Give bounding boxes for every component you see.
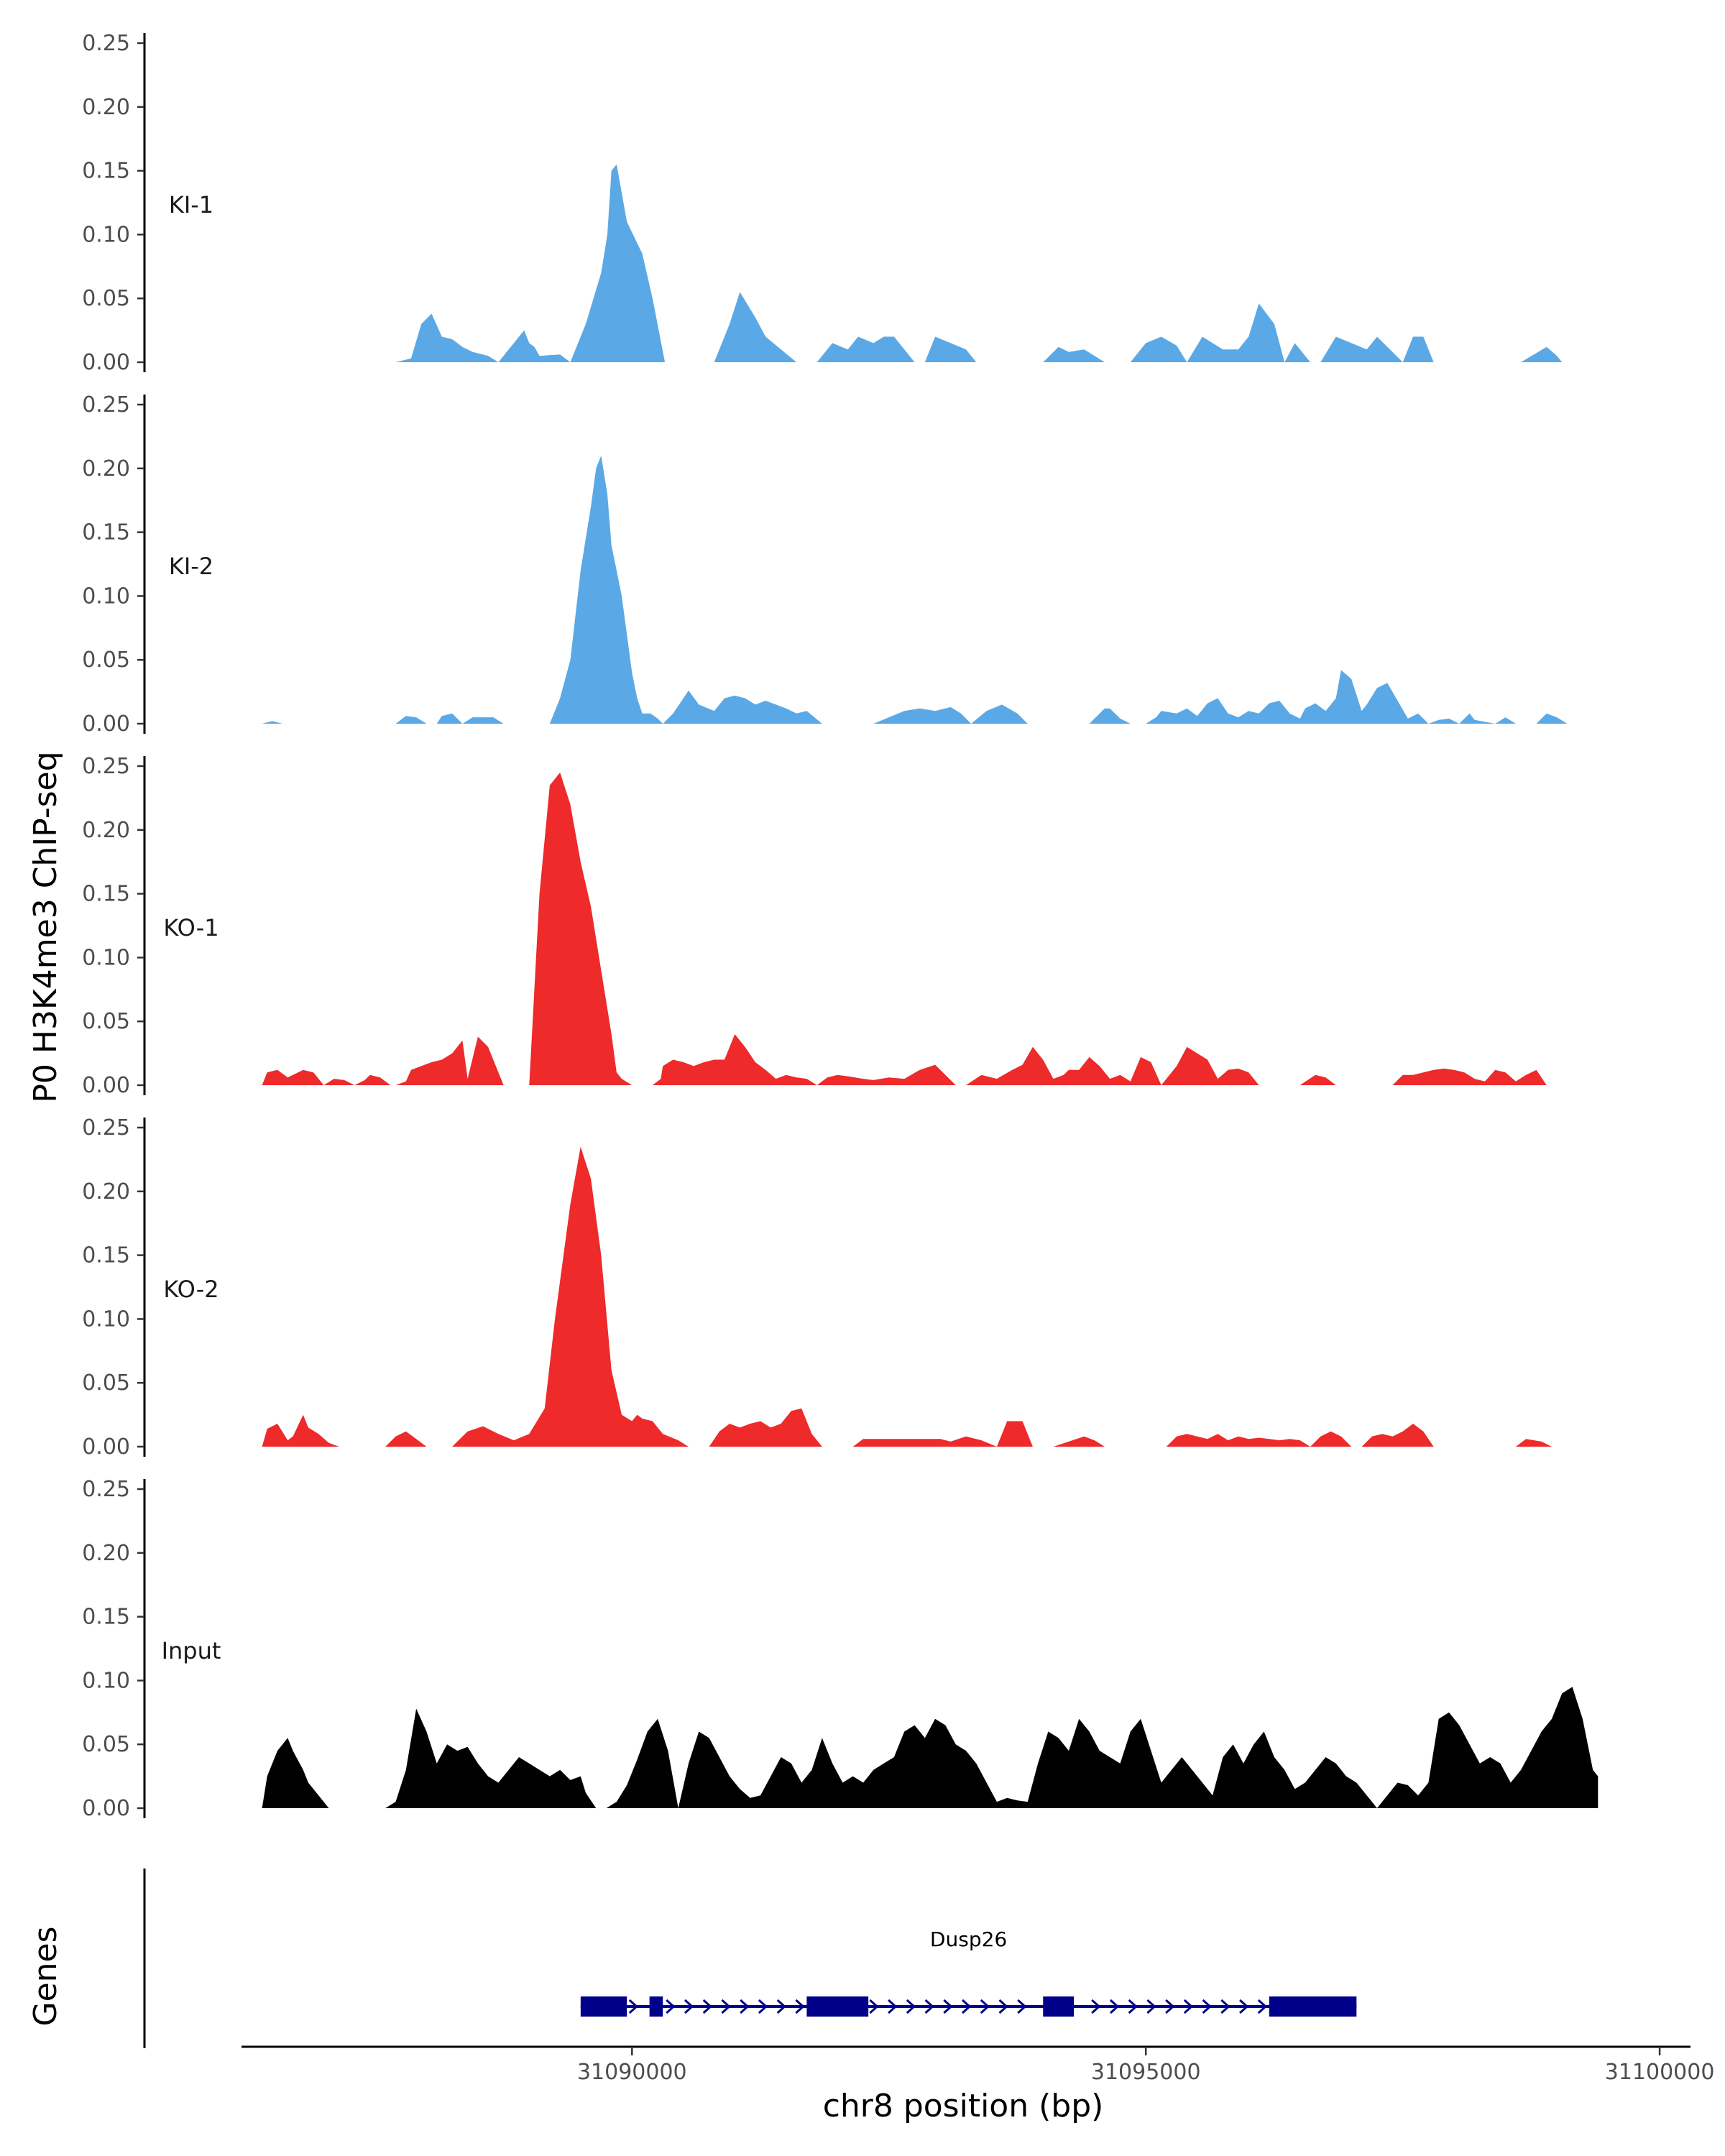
y-tick-label: 0.10 [82, 584, 130, 609]
strand-arrow [628, 1999, 638, 2014]
x-tick-label: 31100000 [1605, 2060, 1715, 2085]
track-label: KI-1 [169, 191, 213, 218]
strand-arrow [758, 1999, 768, 2014]
strand-arrow [1257, 1999, 1268, 2014]
signal-area [262, 1687, 1598, 1808]
y-tick-label: 0.05 [82, 286, 130, 311]
y-tick-label: 0.05 [82, 1370, 130, 1396]
strand-arrow [795, 1999, 805, 2014]
strand-arrow [1202, 1999, 1212, 2014]
signal-area [262, 772, 1598, 1085]
y-tick-label: 0.15 [82, 882, 130, 907]
strand-arrow [961, 1999, 972, 2014]
y-tick-label: 0.20 [82, 456, 130, 482]
exon [580, 1996, 627, 2017]
strand-arrow [1165, 1999, 1175, 2014]
y-tick-label: 0.10 [82, 1307, 130, 1332]
y-tick-label: 0.15 [82, 1605, 130, 1630]
strand-arrow [1091, 1999, 1101, 2014]
track-label: Input [162, 1637, 221, 1664]
x-tick-label: 31090000 [577, 2060, 687, 2085]
tracks-layer: 0.00 0.05 0.10 0.15 0.20 0.25 KI-1 0.00 0.05 0.10… [82, 31, 1598, 1821]
y-tick-label: 0.00 [82, 711, 130, 737]
strand-arrow [980, 1999, 990, 2014]
track-ko-1: 0.00 0.05 0.10 0.15 0.20 0.25 KO-1 [82, 754, 1598, 1098]
y-tick-label: 0.10 [82, 1668, 130, 1693]
strand-arrow [666, 1999, 676, 2014]
y-tick-label: 0.10 [82, 945, 130, 970]
strand-arrow [776, 1999, 786, 2014]
y-tick-label: 0.05 [82, 1732, 130, 1757]
track-label: KO-2 [163, 1276, 218, 1303]
y-tick-label: 0.25 [82, 1477, 130, 1502]
track-label: KI-2 [169, 553, 213, 580]
strand-arrow [1146, 1999, 1156, 2014]
strand-arrow [702, 1999, 712, 2014]
gene-panel: Dusp26 [143, 1869, 1357, 2048]
y-tick-label: 0.15 [82, 520, 130, 545]
track-ki-2: 0.00 0.05 0.10 0.15 0.20 0.25 KI-2 [82, 392, 1578, 737]
signal-area [262, 1146, 1552, 1447]
y-axis-title: P0 H3K4me3 ChIP-seq [27, 751, 64, 1102]
strand-arrow [888, 1999, 898, 2014]
track-label: KO-1 [163, 914, 218, 941]
strand-arrow [906, 1999, 916, 2014]
strand-arrow [684, 1999, 694, 2014]
y-tick-label: 0.25 [82, 754, 130, 779]
exon [1043, 1996, 1075, 2017]
y-tick-label: 0.25 [82, 392, 130, 418]
y-tick-label: 0.15 [82, 159, 130, 184]
x-tick-label: 31095000 [1091, 2060, 1201, 2085]
strand-arrow [1128, 1999, 1138, 2014]
strand-arrow [869, 1999, 879, 2014]
strand-arrow [740, 1999, 750, 2014]
y-tick-label: 0.00 [82, 1073, 130, 1098]
strand-arrow [998, 1999, 1008, 2014]
x-axis: 31090000 31095000 31100000 [242, 2045, 1715, 2085]
track-input: 0.00 0.05 0.10 0.15 0.20 0.25 Input [82, 1477, 1598, 1821]
signal-area [262, 456, 1578, 724]
strand-arrow [1109, 1999, 1120, 2014]
strand-arrow [1183, 1999, 1194, 2014]
y-tick-label: 0.00 [82, 1796, 130, 1821]
y-tick-label: 0.10 [82, 222, 130, 247]
genes-axis-title: Genes [27, 1926, 64, 2026]
exon [1269, 1996, 1357, 2017]
y-tick-label: 0.20 [82, 1179, 130, 1204]
y-tick-label: 0.25 [82, 1115, 130, 1141]
strand-arrow [1017, 1999, 1027, 2014]
gene-name-label: Dusp26 [930, 1927, 1007, 1951]
y-tick-label: 0.20 [82, 1541, 130, 1566]
track-ko-2: 0.00 0.05 0.10 0.15 0.20 0.25 KO-2 [82, 1115, 1552, 1460]
strand-arrow [924, 1999, 934, 2014]
y-tick-label: 0.05 [82, 648, 130, 673]
exon [806, 1996, 869, 2017]
y-tick-label: 0.05 [82, 1009, 130, 1034]
y-tick-label: 0.20 [82, 818, 130, 843]
strand-arrow [943, 1999, 953, 2014]
strand-arrow [721, 1999, 731, 2014]
exon [649, 1996, 663, 2017]
y-tick-label: 0.00 [82, 350, 130, 375]
signal-area [395, 164, 1563, 362]
x-axis-title: chr8 position (bp) [823, 2088, 1104, 2124]
track-ki-1: 0.00 0.05 0.10 0.15 0.20 0.25 KI-1 [82, 31, 1563, 375]
y-tick-label: 0.25 [82, 31, 130, 56]
strand-arrow [1239, 1999, 1249, 2014]
strand-arrow [1220, 1999, 1230, 2014]
y-tick-label: 0.15 [82, 1243, 130, 1268]
y-tick-label: 0.20 [82, 95, 130, 120]
y-tick-label: 0.00 [82, 1434, 130, 1460]
